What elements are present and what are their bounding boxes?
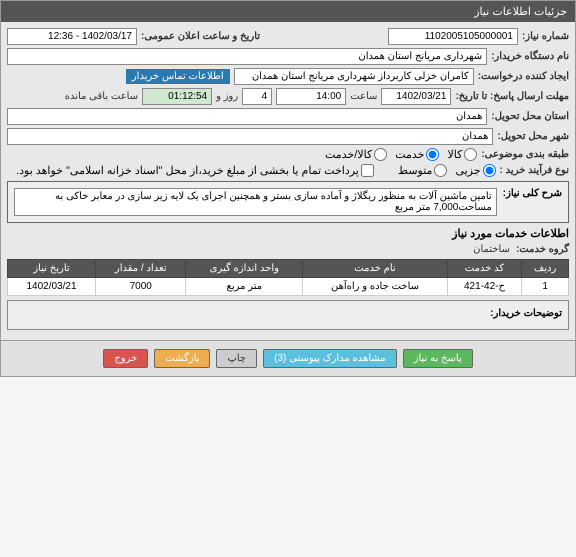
td-index: 1 xyxy=(522,278,569,296)
province-field: همدان xyxy=(7,108,487,125)
payment-note-item[interactable]: پرداخت تمام یا بخشی از مبلغ خرید،از محل … xyxy=(16,164,374,177)
remaining-time-field: 01:12:54 xyxy=(142,88,212,105)
subject-type-label: طبقه بندی موضوعی: xyxy=(481,149,569,160)
th-name: نام خدمت xyxy=(303,260,448,278)
attachments-button[interactable]: مشاهده مدارک پیوستی (3) xyxy=(263,349,397,368)
services-table-wrap: ردیف کد خدمت نام خدمت واحد اندازه گیری ت… xyxy=(7,259,569,296)
panel-header: جزئیات اطلاعات نیاز xyxy=(1,1,575,22)
deadline-label: مهلت ارسال پاسخ: تا تاریخ: xyxy=(455,91,569,102)
th-qty: تعداد / مقدار xyxy=(96,260,186,278)
radio-goods-service-item[interactable]: کالا/خدمت xyxy=(325,148,387,161)
respond-button[interactable]: پاسخ به نیاز xyxy=(403,349,473,368)
form-area: شماره نیاز: 1102005105000001 تاریخ و ساع… xyxy=(1,22,575,340)
footer-buttons: پاسخ به نیاز مشاهده مدارک پیوستی (3) چاپ… xyxy=(1,340,575,376)
radio-service[interactable] xyxy=(426,148,439,161)
buyer-notes-box: توضیحات خریدار: xyxy=(7,300,569,330)
radio-medium-item[interactable]: متوسط xyxy=(398,164,448,177)
remaining-label: ساعت باقی مانده xyxy=(65,91,138,102)
radio-partial-label: جزیی xyxy=(455,164,480,177)
services-table: ردیف کد خدمت نام خدمت واحد اندازه گیری ت… xyxy=(7,259,569,296)
radio-goods[interactable] xyxy=(464,148,477,161)
td-qty: 7000 xyxy=(96,278,186,296)
buyer-notes-label: توضیحات خریدار: xyxy=(490,308,562,319)
requester-label: ایجاد کننده درخواست: xyxy=(478,71,569,82)
deadline-time-field: 14:00 xyxy=(276,88,346,105)
buyer-org-label: نام دستگاه خریدار: xyxy=(491,51,569,62)
request-no-field: 1102005105000001 xyxy=(388,28,518,45)
description-box: شرح کلی نیاز: تامین ماشین آلات به منظور … xyxy=(7,181,569,223)
purchase-process-label: نوع فرآیند خرید : xyxy=(500,165,569,176)
row-buyer-org: نام دستگاه خریدار: شهرداری مریانج استان … xyxy=(7,48,569,65)
back-button[interactable]: بازگشت xyxy=(154,349,210,368)
radio-goods-label: کالا xyxy=(447,148,462,161)
th-code: کد خدمت xyxy=(447,260,521,278)
request-no-label: شماره نیاز: xyxy=(522,31,569,42)
td-unit: متر مربع xyxy=(186,278,303,296)
process-radio-group: جزیی متوسط xyxy=(398,164,496,177)
requester-field: کامران خزلی کاربرداز شهرداری مریانج استا… xyxy=(234,68,474,85)
radio-medium[interactable] xyxy=(434,164,447,177)
exit-button[interactable]: خروج xyxy=(103,349,148,368)
radio-service-item[interactable]: خدمت xyxy=(395,148,439,161)
service-group-row: گروه خدمت: ساختمان xyxy=(7,244,569,255)
deadline-date-field: 1402/03/21 xyxy=(381,88,451,105)
radio-partial-item[interactable]: جزیی xyxy=(455,164,495,177)
td-code: ح-42-421 xyxy=(447,278,521,296)
subject-radio-group: کالا خدمت کالا/خدمت xyxy=(325,148,477,161)
payment-note-label: پرداخت تمام یا بخشی از مبلغ خرید،از محل … xyxy=(16,164,359,177)
row-subject-type: طبقه بندی موضوعی: کالا خدمت کالا/خدمت xyxy=(7,148,569,161)
main-panel: جزئیات اطلاعات نیاز شماره نیاز: 11020051… xyxy=(0,0,576,377)
time-label-1: ساعت xyxy=(350,91,377,102)
radio-goods-service[interactable] xyxy=(374,148,387,161)
city-field: همدان xyxy=(7,128,493,145)
th-unit: واحد اندازه گیری xyxy=(186,260,303,278)
province-label: استان محل تحویل: xyxy=(491,111,569,122)
announce-field: 1402/03/17 - 12:36 xyxy=(7,28,137,45)
contact-button[interactable]: اطلاعات تماس خریدار xyxy=(126,69,230,84)
city-label: شهر محل تحویل: xyxy=(497,131,569,142)
description-label: شرح کلی نیاز: xyxy=(503,188,562,216)
row-province: استان محل تحویل: همدان xyxy=(7,108,569,125)
service-group-value: ساختمان xyxy=(473,244,510,255)
days-label: روز و xyxy=(216,91,238,102)
radio-goods-item[interactable]: کالا xyxy=(447,148,477,161)
th-index: ردیف xyxy=(522,260,569,278)
th-date: تاریخ نیاز xyxy=(8,260,96,278)
td-name: ساخت جاده و راه‌آهن xyxy=(303,278,448,296)
td-date: 1402/03/21 xyxy=(8,278,96,296)
service-group-label: گروه خدمت: xyxy=(516,244,569,255)
radio-goods-service-label: کالا/خدمت xyxy=(325,148,372,161)
table-row: 1 ح-42-421 ساخت جاده و راه‌آهن متر مربع … xyxy=(8,278,569,296)
days-remaining-field: 4 xyxy=(242,88,272,105)
row-request-announce: شماره نیاز: 1102005105000001 تاریخ و ساع… xyxy=(7,28,569,45)
radio-medium-label: متوسط xyxy=(398,164,433,177)
print-button[interactable]: چاپ xyxy=(216,349,257,368)
announce-label: تاریخ و ساعت اعلان عمومی: xyxy=(141,31,260,42)
row-purchase-process: نوع فرآیند خرید : جزیی متوسط پرداخت تمام… xyxy=(7,164,569,177)
radio-service-label: خدمت xyxy=(395,148,424,161)
row-city: شهر محل تحویل: همدان xyxy=(7,128,569,145)
buyer-org-field: شهرداری مریانج استان همدان xyxy=(7,48,487,65)
description-text: تامین ماشین آلات به منظور ریگلاژ و آماده… xyxy=(14,188,497,216)
payment-checkbox[interactable] xyxy=(361,164,374,177)
panel-title: جزئیات اطلاعات نیاز xyxy=(474,6,567,18)
services-title: اطلاعات خدمات مورد نیاز xyxy=(7,227,569,240)
row-requester: ایجاد کننده درخواست: کامران خزلی کاربردا… xyxy=(7,68,569,85)
row-deadline: مهلت ارسال پاسخ: تا تاریخ: 1402/03/21 سا… xyxy=(7,88,569,105)
radio-partial[interactable] xyxy=(483,164,496,177)
table-header-row: ردیف کد خدمت نام خدمت واحد اندازه گیری ت… xyxy=(8,260,569,278)
